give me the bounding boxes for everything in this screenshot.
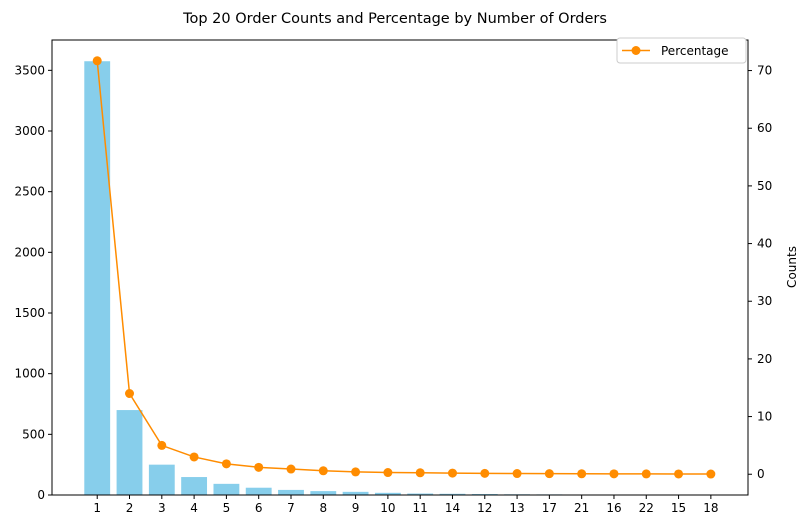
percentage-point-21: [577, 469, 587, 479]
x-tick-label-17: 17: [542, 501, 557, 515]
right-tick-label-10: 10: [757, 410, 772, 424]
right-tick-label-60: 60: [757, 121, 772, 135]
x-tick-label-15: 15: [671, 501, 686, 515]
left-axis: 0 500 1000 1500 2000 2500 3000 3500: [14, 63, 52, 502]
legend-marker-swatch: [631, 46, 641, 55]
x-tick-label-10: 10: [380, 501, 395, 515]
left-tick-label-1500: 1500: [14, 306, 45, 320]
left-tick-label-3500: 3500: [14, 63, 45, 77]
legend: Percentage: [616, 37, 747, 64]
bar-11: [407, 493, 434, 495]
right-axis: 0 10 20 30 40 50 60 70: [748, 64, 772, 481]
right-tick-label-40: 40: [757, 237, 772, 251]
percentage-point-12: [480, 468, 490, 478]
percentage-point-17: [544, 469, 554, 479]
percentage-point-1: [92, 56, 102, 66]
x-tick-label-9: 9: [352, 501, 360, 515]
x-tick-label-21: 21: [574, 501, 589, 515]
left-tick-label-500: 500: [22, 427, 45, 441]
left-tick-label-2000: 2000: [14, 245, 45, 259]
x-tick-label-14: 14: [445, 501, 460, 515]
bar-8: [310, 491, 337, 495]
right-tick-label-0: 0: [757, 467, 765, 481]
legend-box: [616, 37, 747, 64]
x-tick-label-8: 8: [319, 501, 327, 515]
x-tick-label-12: 12: [477, 501, 492, 515]
x-tick-label-7: 7: [287, 501, 295, 515]
percentage-point-11: [415, 468, 425, 478]
x-tick-label-2: 2: [126, 501, 134, 515]
percentage-point-22: [641, 469, 651, 479]
percentage-point-7: [286, 464, 296, 474]
left-tick-label-2500: 2500: [14, 185, 45, 199]
x-tick-label-18: 18: [703, 501, 718, 515]
right-tick-label-20: 20: [757, 352, 772, 366]
bar-4: [181, 477, 208, 495]
chart-title: Top 20 Order Counts and Percentage by Nu…: [182, 11, 607, 27]
left-tick-label-3000: 3000: [14, 124, 45, 138]
x-axis: 1 2 3 4 5 6 7 8 9 10 11 14 12 13 17 21 16 22 15 18: [93, 495, 718, 515]
left-tick-label-0: 0: [37, 488, 45, 502]
bar-6: [245, 487, 272, 495]
percentage-point-10: [383, 468, 393, 478]
bar-2: [116, 410, 143, 495]
x-tick-label-6: 6: [255, 501, 263, 515]
x-tick-label-4: 4: [190, 501, 198, 515]
x-tick-label-5: 5: [223, 501, 231, 515]
legend-entry-percentage: Percentage: [661, 44, 729, 58]
percentage-point-5: [221, 459, 231, 469]
bar-7: [278, 489, 304, 495]
bar-5: [213, 483, 240, 495]
right-tick-label-70: 70: [757, 64, 772, 78]
percentage-point-18: [706, 469, 716, 479]
right-axis-label: Counts: [785, 246, 799, 288]
percentage-line: [96, 60, 711, 475]
x-tick-label-16: 16: [606, 501, 621, 515]
percentage-point-16: [609, 469, 619, 479]
bar-1: [84, 61, 111, 495]
bar-14: [439, 493, 466, 495]
right-tick-label-50: 50: [757, 179, 772, 193]
percentage-point-4: [189, 452, 199, 462]
percentage-point-8: [318, 466, 328, 476]
right-tick-label-30: 30: [757, 294, 772, 308]
plot-frame: [51, 39, 749, 496]
percentage-point-15: [674, 469, 684, 479]
percentage-point-3: [157, 440, 167, 450]
bar-10: [374, 492, 401, 495]
percentage-point-9: [351, 467, 361, 477]
percentage-point-6: [254, 462, 264, 472]
x-tick-label-1: 1: [93, 501, 101, 515]
percentage-point-13: [512, 469, 522, 479]
x-tick-label-3: 3: [158, 501, 166, 515]
x-tick-label-22: 22: [639, 501, 654, 515]
percentage-point-14: [447, 468, 457, 478]
x-tick-label-13: 13: [509, 501, 524, 515]
bar-9: [342, 491, 369, 495]
left-tick-label-1000: 1000: [14, 367, 45, 381]
x-tick-label-11: 11: [413, 501, 428, 515]
bar-3: [148, 464, 175, 495]
percentage-point-2: [125, 389, 135, 399]
